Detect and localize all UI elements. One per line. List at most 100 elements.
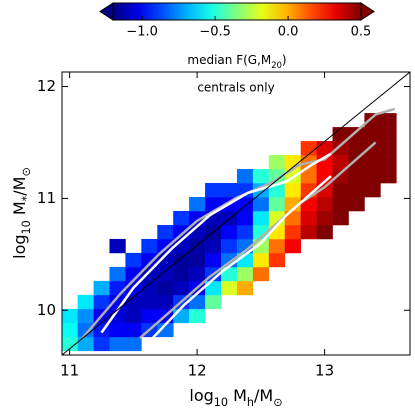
- plot-frame: [61, 71, 411, 356]
- label-part: ⊙: [20, 167, 33, 176]
- cell: [364, 127, 381, 142]
- label-part: *: [20, 195, 33, 201]
- cell: [173, 308, 190, 324]
- contour-line: [100, 152, 332, 334]
- cell: [157, 280, 174, 296]
- cell: [62, 322, 78, 338]
- cell: [316, 169, 333, 184]
- cell: [236, 238, 254, 254]
- cell: [189, 266, 206, 282]
- annotation: centrals only: [197, 81, 274, 95]
- y-tick-label: 10: [37, 301, 56, 319]
- label-part: M: [10, 201, 29, 220]
- label-part: ⊙: [273, 396, 282, 409]
- label-part: 20: [271, 60, 282, 70]
- cell: [141, 280, 158, 296]
- cell: [332, 183, 349, 198]
- cell: [348, 155, 365, 170]
- cell: [157, 266, 174, 282]
- x-axis-label: log10 Mh/M⊙: [189, 386, 282, 409]
- cell: [189, 238, 206, 254]
- cell: [157, 294, 174, 310]
- cell: [141, 238, 158, 254]
- cell: [236, 210, 254, 226]
- cell: [364, 113, 381, 128]
- y-tick-label: 12: [37, 77, 56, 95]
- cell: [348, 197, 365, 212]
- colorbar-extend-high: [360, 2, 375, 21]
- cell: [252, 210, 270, 226]
- label-part: /M: [254, 386, 273, 405]
- cell: [316, 224, 333, 240]
- cell: [332, 155, 349, 170]
- colorbar-tick-label: 0.0: [278, 25, 299, 40]
- cell: [236, 197, 254, 212]
- cell: [125, 294, 142, 310]
- cell: [157, 238, 174, 254]
- cell: [221, 280, 238, 296]
- cell: [348, 141, 365, 156]
- cell: [109, 322, 126, 338]
- cell: [205, 294, 222, 310]
- colorbar-tick-label: −1.0: [126, 25, 158, 40]
- cell: [252, 197, 270, 212]
- cell: [332, 197, 349, 212]
- colorbar-tick-label: 0.5: [351, 25, 372, 40]
- cell: [157, 252, 174, 268]
- cell: [268, 197, 286, 212]
- cell: [157, 322, 174, 338]
- cell: [125, 308, 142, 324]
- cell: [380, 169, 397, 184]
- cell: [125, 336, 142, 352]
- colorbar-label: median F(G,M20): [187, 53, 286, 70]
- cell: [348, 127, 365, 142]
- cell: [268, 169, 286, 184]
- cell: [221, 183, 238, 198]
- cell: [173, 280, 190, 296]
- x-tick-label: 13: [315, 362, 334, 380]
- cell: [316, 197, 333, 212]
- cell: [332, 169, 349, 184]
- cell: [268, 238, 286, 254]
- cell: [109, 308, 126, 324]
- label-part: M: [228, 386, 247, 405]
- cell: [125, 322, 142, 338]
- colorbar-extend-low: [99, 2, 114, 21]
- cell: [380, 141, 397, 156]
- cell: [77, 294, 94, 310]
- cell: [252, 252, 270, 268]
- cell: [221, 238, 238, 254]
- label-part: median F(G,M: [187, 53, 271, 67]
- label-part: log: [189, 386, 213, 405]
- cell: [332, 210, 349, 226]
- contour-line: [62, 72, 410, 355]
- cell: [93, 294, 110, 310]
- cell: [109, 238, 126, 254]
- cell: [300, 210, 317, 226]
- label-part: ): [282, 53, 287, 67]
- contour-line: [151, 175, 332, 340]
- cell: [93, 280, 110, 296]
- cell: [157, 224, 174, 240]
- cell: [205, 238, 222, 254]
- cell: [109, 266, 126, 282]
- colorbar-tick-label: −0.5: [199, 25, 231, 40]
- cell: [364, 183, 381, 198]
- cell: [364, 141, 381, 156]
- cell: [332, 141, 349, 156]
- cell: [348, 169, 365, 184]
- cell: [380, 155, 397, 170]
- cell: [189, 308, 206, 324]
- cell: [173, 252, 190, 268]
- cell: [316, 210, 333, 226]
- cell: [284, 224, 301, 240]
- cell: [141, 266, 158, 282]
- cell: [109, 336, 126, 352]
- y-tick-label: 11: [37, 189, 56, 207]
- cell: [141, 294, 158, 310]
- cell: [236, 280, 254, 296]
- x-tick-label: 12: [188, 362, 207, 380]
- cell: [77, 322, 94, 338]
- cell: [364, 155, 381, 170]
- cell: [77, 336, 94, 352]
